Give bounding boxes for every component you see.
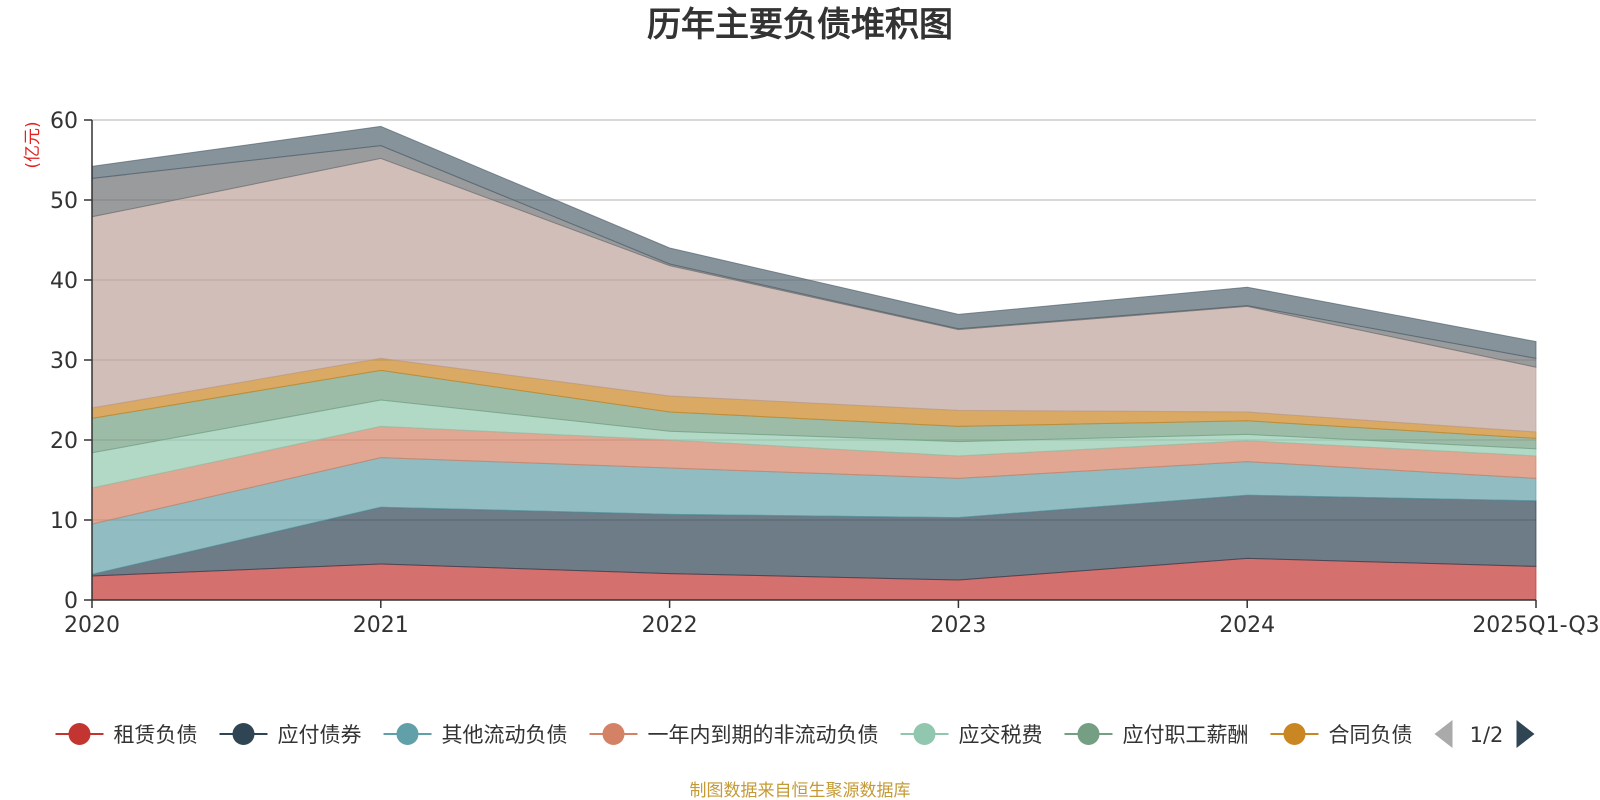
legend-marker — [396, 723, 419, 745]
legend-marker — [1077, 723, 1100, 745]
legend-item-应付债券: 应付债券 — [219, 723, 362, 747]
area-应付票据 — [91, 125, 1537, 359]
legend-label: 应交税费 — [959, 723, 1043, 747]
legend-pager: 1/2 — [1434, 720, 1535, 748]
legend-item-其他流动负债: 其他流动负债 — [383, 723, 568, 747]
legend-label: 应付债券 — [278, 723, 362, 747]
legend-marker — [913, 723, 936, 745]
y-tick-label: 50 — [50, 189, 78, 214]
legend-label: 一年内到期的非流动负债 — [648, 723, 879, 747]
legend-page-indicator: 1/2 — [1470, 723, 1504, 747]
legend-item-一年内到期的非流动负债: 一年内到期的非流动负债 — [589, 723, 879, 747]
legend-marker — [232, 723, 255, 745]
legend-marker — [1283, 723, 1306, 745]
y-tick-label: 0 — [64, 589, 78, 614]
legend-item-应付职工薪酬: 应付职工薪酬 — [1064, 723, 1249, 747]
x-tick-label: 2025Q1-Q3 — [1472, 613, 1599, 638]
y-tick-label: 10 — [50, 509, 78, 534]
y-tick-label: 40 — [50, 269, 78, 294]
legend-label: 租赁负债 — [114, 723, 198, 747]
legend-label: 应付职工薪酬 — [1123, 723, 1249, 747]
y-axis-unit-label: (亿元) — [23, 121, 43, 168]
legend-item-租赁负债: 租赁负债 — [55, 723, 198, 747]
data-source-footer: 制图数据来自恒生聚源数据库 — [690, 781, 911, 800]
legend-item-应交税费: 应交税费 — [900, 723, 1043, 747]
y-tick-label: 60 — [50, 109, 78, 134]
axes: 0 10 20 30 40 50 60 2020 2021 2022 2023 2024 2025Q1-… — [50, 109, 1600, 638]
chart-title: 历年主要负债堆积图 — [647, 5, 953, 45]
legend: 租赁负债 应付债券 其他流动负债 一年内到期的非流动负债 应交税费 应付职工薪酬 合同负债 1… — [55, 720, 1535, 748]
x-tick-label: 2022 — [642, 613, 698, 638]
legend-marker — [602, 723, 625, 745]
y-tick-label: 20 — [50, 429, 78, 454]
x-tick-label: 2020 — [64, 613, 120, 638]
y-tick-label: 30 — [50, 349, 78, 374]
legend-label: 其他流动负债 — [442, 723, 568, 747]
x-tick-label: 2021 — [353, 613, 409, 638]
legend-label: 合同负债 — [1329, 723, 1413, 747]
legend-item-合同负债: 合同负债 — [1270, 723, 1413, 747]
legend-prev-arrow-icon — [1434, 720, 1453, 748]
x-tick-label: 2024 — [1219, 613, 1275, 638]
area-series-group — [91, 125, 1537, 601]
x-tick-label: 2023 — [930, 613, 986, 638]
legend-marker — [68, 723, 91, 745]
legend-next-arrow-icon — [1516, 720, 1535, 748]
